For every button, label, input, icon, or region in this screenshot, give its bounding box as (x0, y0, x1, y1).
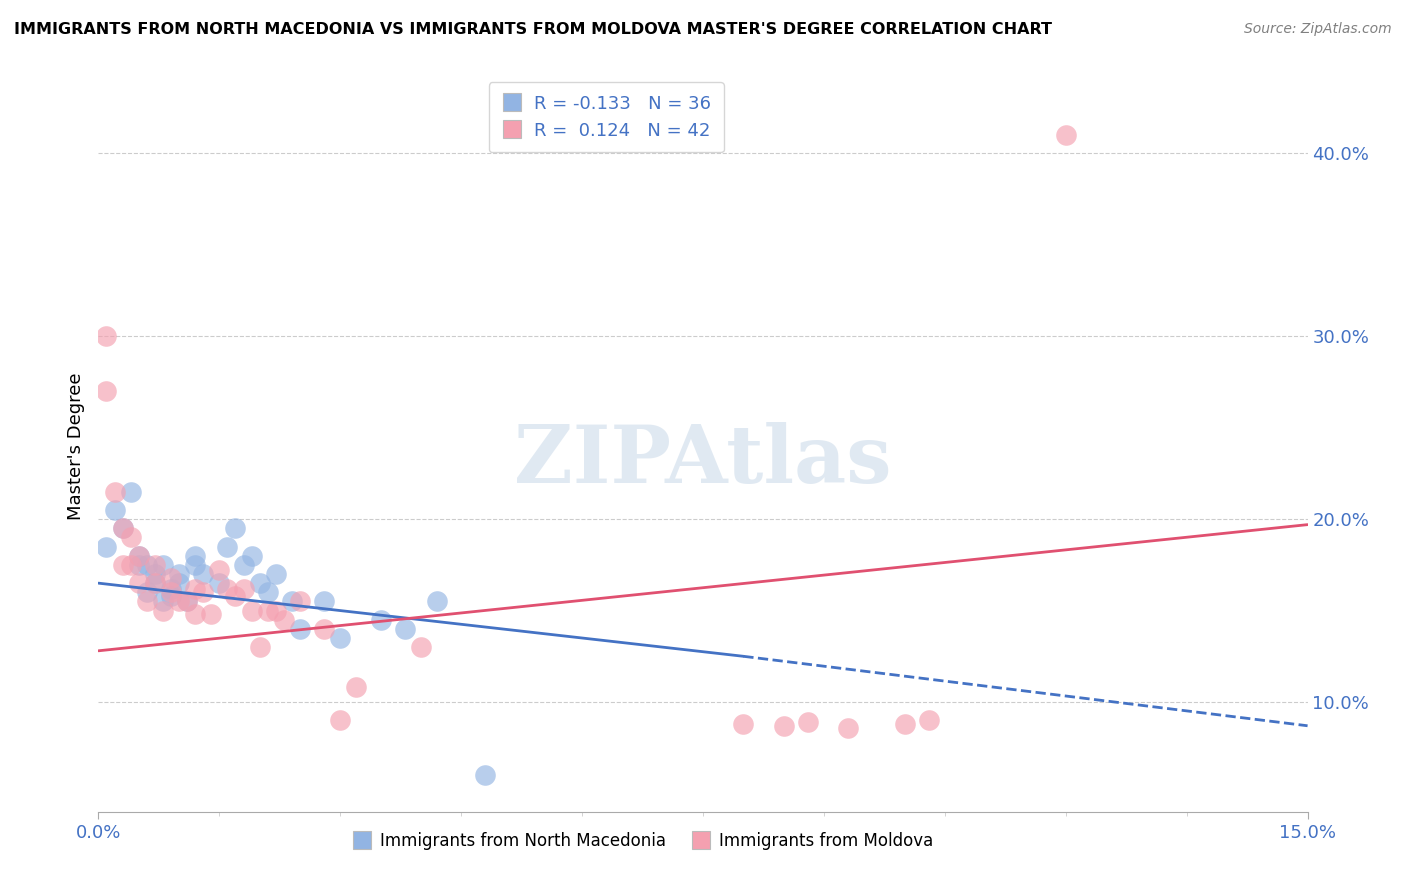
Point (288, 622, 311, 636)
Point (733, 717, 755, 731)
Point (160, 571, 183, 585)
Point (797, 715, 820, 730)
Point (837, 721, 859, 735)
Point (184, 549, 207, 563)
Point (167, 576, 190, 591)
Point (240, 603, 263, 617)
Point (103, 503, 125, 517)
Y-axis label: Master's Degree: Master's Degree (66, 372, 84, 520)
Point (143, 576, 166, 591)
Point (103, 484, 125, 499)
Point (176, 594, 198, 608)
Point (128, 558, 150, 572)
Legend: Immigrants from North Macedonia, Immigrants from Moldova: Immigrants from North Macedonia, Immigra… (343, 823, 942, 858)
Point (111, 558, 134, 572)
Point (184, 607, 207, 622)
Point (152, 594, 174, 608)
Point (111, 521, 134, 535)
Point (96, 329, 118, 343)
Point (152, 558, 174, 572)
Point (893, 717, 915, 731)
Point (193, 585, 215, 599)
Point (918, 714, 941, 728)
Point (249, 576, 271, 591)
Point (208, 563, 231, 577)
Point (409, 640, 432, 655)
Text: Source: ZipAtlas.com: Source: ZipAtlas.com (1244, 22, 1392, 37)
Point (193, 567, 215, 582)
Point (184, 558, 207, 572)
Point (128, 549, 150, 563)
Point (232, 558, 254, 572)
Point (224, 589, 246, 603)
Point (160, 589, 183, 603)
Point (135, 558, 157, 572)
Point (120, 530, 142, 544)
Point (264, 567, 287, 582)
Point (120, 558, 142, 572)
Point (111, 521, 134, 535)
Point (135, 585, 157, 599)
Point (314, 594, 336, 608)
Point (474, 768, 496, 782)
Point (273, 613, 295, 627)
Point (143, 558, 166, 572)
Point (1054, 128, 1077, 143)
Point (264, 603, 287, 617)
Point (143, 567, 166, 582)
Point (256, 585, 278, 599)
Point (240, 549, 263, 563)
Point (329, 714, 352, 728)
Point (314, 622, 336, 636)
Point (370, 613, 392, 627)
Point (143, 576, 166, 591)
Point (96, 540, 118, 554)
Point (128, 549, 150, 563)
Point (167, 594, 190, 608)
Point (160, 585, 183, 599)
Point (176, 594, 198, 608)
Point (200, 607, 222, 622)
Point (120, 484, 142, 499)
Point (160, 582, 183, 596)
Point (184, 582, 207, 596)
Point (167, 567, 190, 582)
Point (217, 540, 239, 554)
Point (249, 640, 271, 655)
Point (288, 594, 311, 608)
Point (232, 582, 254, 596)
Point (344, 681, 367, 695)
Point (217, 582, 239, 596)
Point (426, 594, 449, 608)
Point (135, 594, 157, 608)
Point (329, 631, 352, 645)
Point (256, 603, 278, 617)
Point (281, 594, 304, 608)
Point (394, 622, 416, 636)
Point (152, 603, 174, 617)
Text: ZIPAtlas: ZIPAtlas (515, 422, 891, 500)
Point (128, 576, 150, 591)
Point (772, 719, 794, 733)
Point (224, 521, 246, 535)
Text: IMMIGRANTS FROM NORTH MACEDONIA VS IMMIGRANTS FROM MOLDOVA MASTER'S DEGREE CORRE: IMMIGRANTS FROM NORTH MACEDONIA VS IMMIG… (14, 22, 1052, 37)
Point (208, 576, 231, 591)
Point (96, 384, 118, 398)
